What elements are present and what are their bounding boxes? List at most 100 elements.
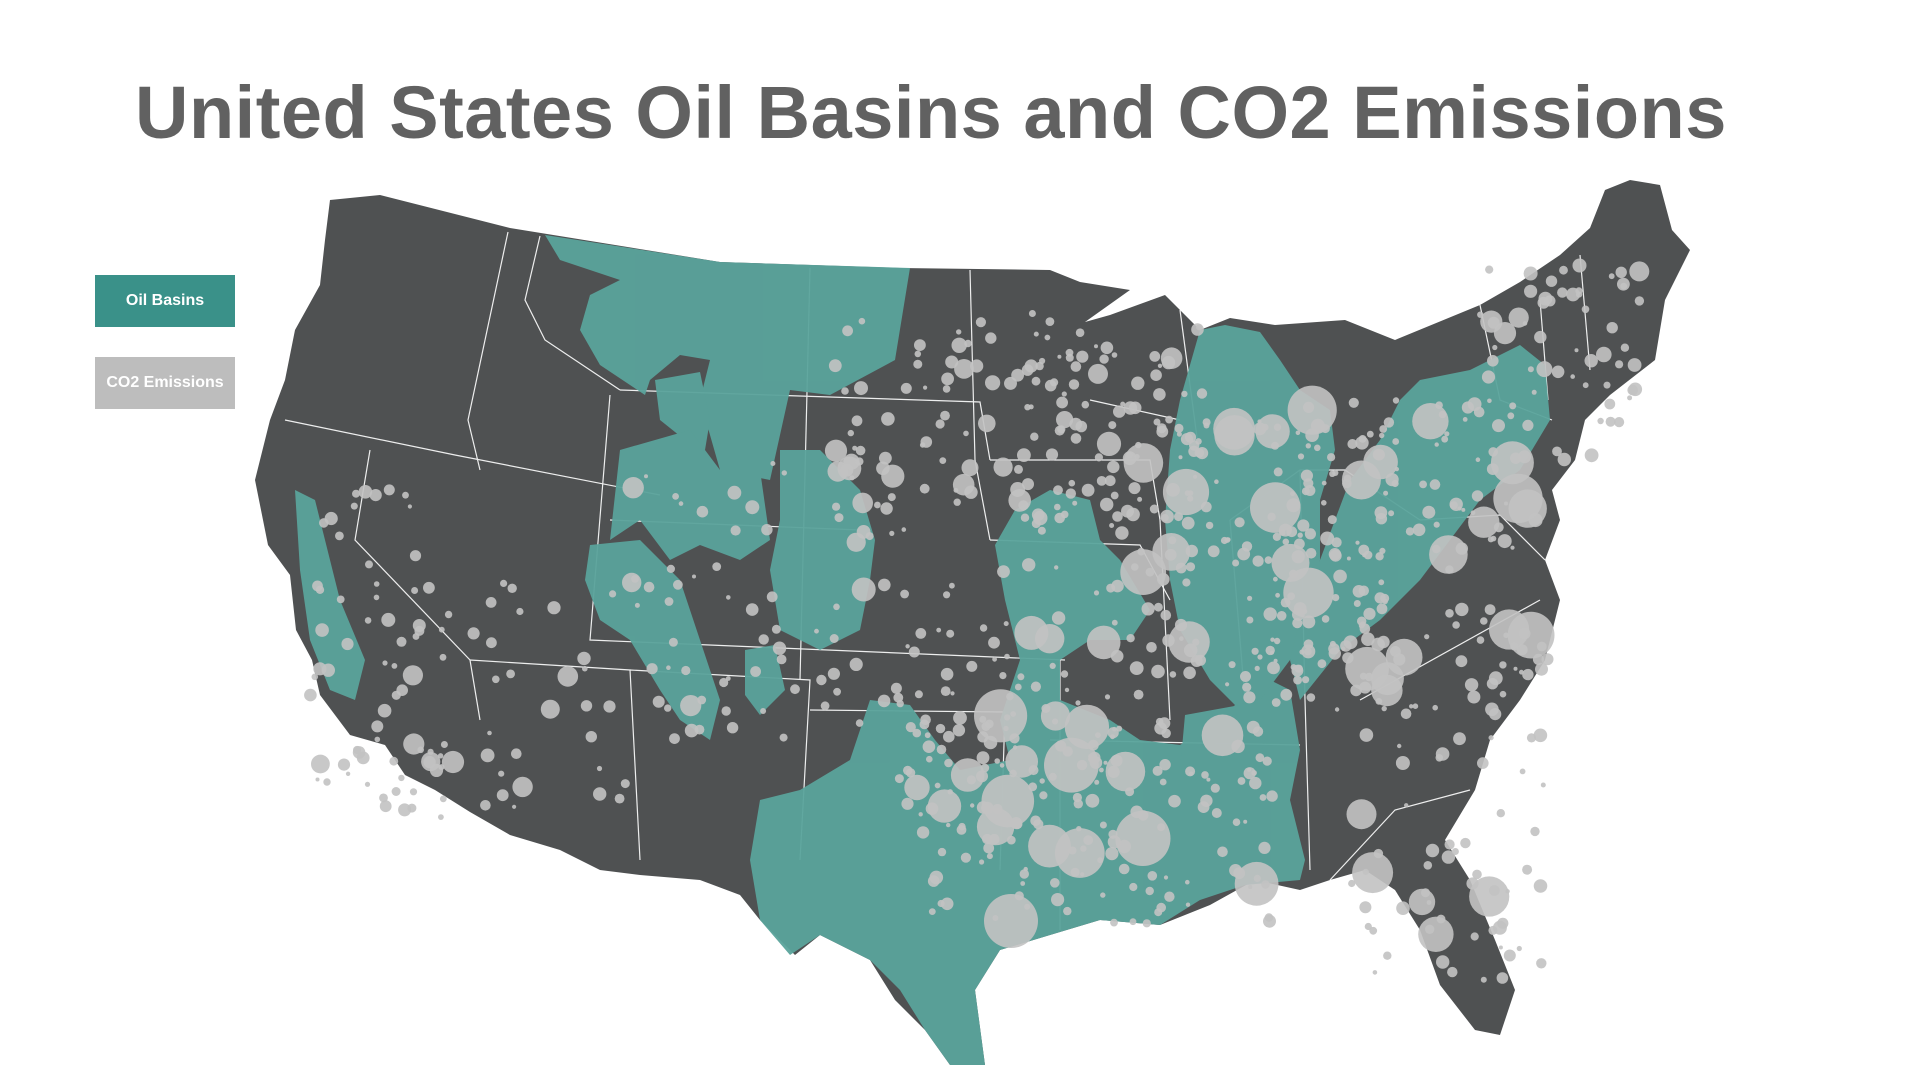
legend-co2-emissions-label: CO2 Emissions <box>106 374 224 391</box>
co2-emission-point <box>669 733 680 744</box>
co2-emission-point <box>1103 760 1108 765</box>
co2-emission-point <box>1053 485 1063 496</box>
co2-emission-point <box>1405 527 1415 536</box>
co2-emission-point <box>1269 650 1274 655</box>
co2-emission-point <box>1435 401 1443 410</box>
co2-emission-point <box>750 666 761 677</box>
co2-emission-point <box>954 359 974 379</box>
co2-emission-point <box>480 800 491 811</box>
co2-emission-point <box>644 474 648 479</box>
co2-emission-point <box>1363 550 1373 560</box>
co2-emission-point <box>391 663 398 669</box>
co2-emission-point <box>1493 473 1543 524</box>
co2-emission-point <box>377 703 392 718</box>
co2-emission-point <box>935 419 945 429</box>
co2-emission-point <box>1104 475 1116 487</box>
co2-emission-point <box>940 410 950 421</box>
co2-emission-point <box>358 485 373 499</box>
co2-emission-point <box>878 578 891 592</box>
co2-emission-point <box>816 674 827 686</box>
co2-emission-point <box>1299 649 1305 655</box>
co2-emission-point <box>1524 284 1538 298</box>
co2-emission-point <box>1024 359 1038 373</box>
co2-emission-point <box>946 822 951 828</box>
co2-emission-point <box>1099 821 1107 829</box>
co2-emission-point <box>1507 412 1515 420</box>
co2-emission-point <box>1023 866 1028 872</box>
co2-emission-point <box>315 777 320 782</box>
co2-emission-point <box>1028 310 1036 317</box>
co2-emission-point <box>369 489 382 502</box>
co2-emission-point <box>1605 416 1616 427</box>
co2-emission-point <box>437 753 444 759</box>
co2-emission-point <box>1395 756 1410 770</box>
co2-emission-point <box>1435 754 1444 762</box>
co2-emission-point <box>833 603 840 611</box>
co2-emission-point <box>1137 496 1143 502</box>
co2-emission-point <box>1154 908 1163 917</box>
co2-emission-point <box>960 852 972 863</box>
co2-emission-point <box>313 662 327 676</box>
co2-emission-point <box>439 653 447 661</box>
co2-emission-point <box>893 692 904 703</box>
co2-emission-point <box>1376 603 1388 615</box>
co2-emission-point <box>1105 847 1119 861</box>
co2-emission-point <box>981 801 994 815</box>
co2-emission-point <box>1346 556 1351 561</box>
co2-emission-point <box>1264 913 1274 922</box>
co2-emission-point <box>1476 636 1485 644</box>
co2-emission-point <box>827 461 849 482</box>
co2-emission-point <box>952 473 975 496</box>
co2-emission-point <box>1385 638 1423 676</box>
co2-emission-point <box>1629 261 1650 282</box>
co2-emission-point <box>1017 448 1031 462</box>
co2-emission-point <box>335 531 344 541</box>
co2-emission-point <box>409 788 418 796</box>
co2-emission-point <box>1085 793 1100 808</box>
co2-emission-point <box>1104 694 1111 700</box>
co2-emission-point <box>1383 951 1392 960</box>
co2-emission-point <box>900 382 912 394</box>
co2-emission-point <box>1112 511 1123 522</box>
co2-emission-point <box>1061 391 1067 397</box>
co2-emission-point <box>1126 452 1133 459</box>
co2-emission-point <box>352 489 360 498</box>
co2-emission-point <box>1065 488 1077 499</box>
co2-emission-point <box>1113 405 1126 418</box>
co2-emission-point <box>1484 604 1496 615</box>
co2-emission-point <box>1081 400 1090 409</box>
co2-emission-point <box>1159 759 1171 771</box>
co2-emission-point <box>439 795 447 803</box>
co2-emission-point <box>666 564 676 574</box>
co2-emission-point <box>1566 287 1580 302</box>
co2-emission-point <box>925 802 939 815</box>
co2-emission-point <box>1345 646 1389 691</box>
co2-emission-point <box>999 763 1005 768</box>
co2-emission-point <box>507 583 517 593</box>
co2-emission-point <box>1004 653 1010 660</box>
co2-emission-point <box>1006 835 1016 845</box>
co2-emission-point <box>914 339 926 351</box>
co2-emission-point <box>511 748 522 759</box>
co2-emission-point <box>1174 618 1188 632</box>
co2-emission-point <box>1200 501 1212 513</box>
co2-emission-point <box>1146 642 1157 653</box>
co2-emission-point <box>730 525 741 536</box>
co2-emission-point <box>1434 442 1439 447</box>
co2-emission-point <box>1346 799 1377 830</box>
co2-emission-point <box>851 415 863 427</box>
co2-emission-point <box>1149 351 1161 362</box>
co2-emission-point <box>1184 431 1197 443</box>
co2-emission-point <box>1397 743 1402 749</box>
co2-emission-point <box>1400 708 1412 720</box>
co2-emission-point <box>1348 879 1356 888</box>
co2-emission-point <box>1157 363 1163 368</box>
co2-emission-point <box>1263 607 1277 621</box>
co2-emission-point <box>582 665 588 672</box>
co2-emission-point <box>1366 430 1374 438</box>
co2-emission-point <box>1120 401 1126 407</box>
co2-emission-point <box>1065 353 1074 362</box>
co2-emission-point <box>1297 453 1305 460</box>
co2-emission-point <box>438 814 444 820</box>
co2-emission-point <box>1347 439 1358 449</box>
